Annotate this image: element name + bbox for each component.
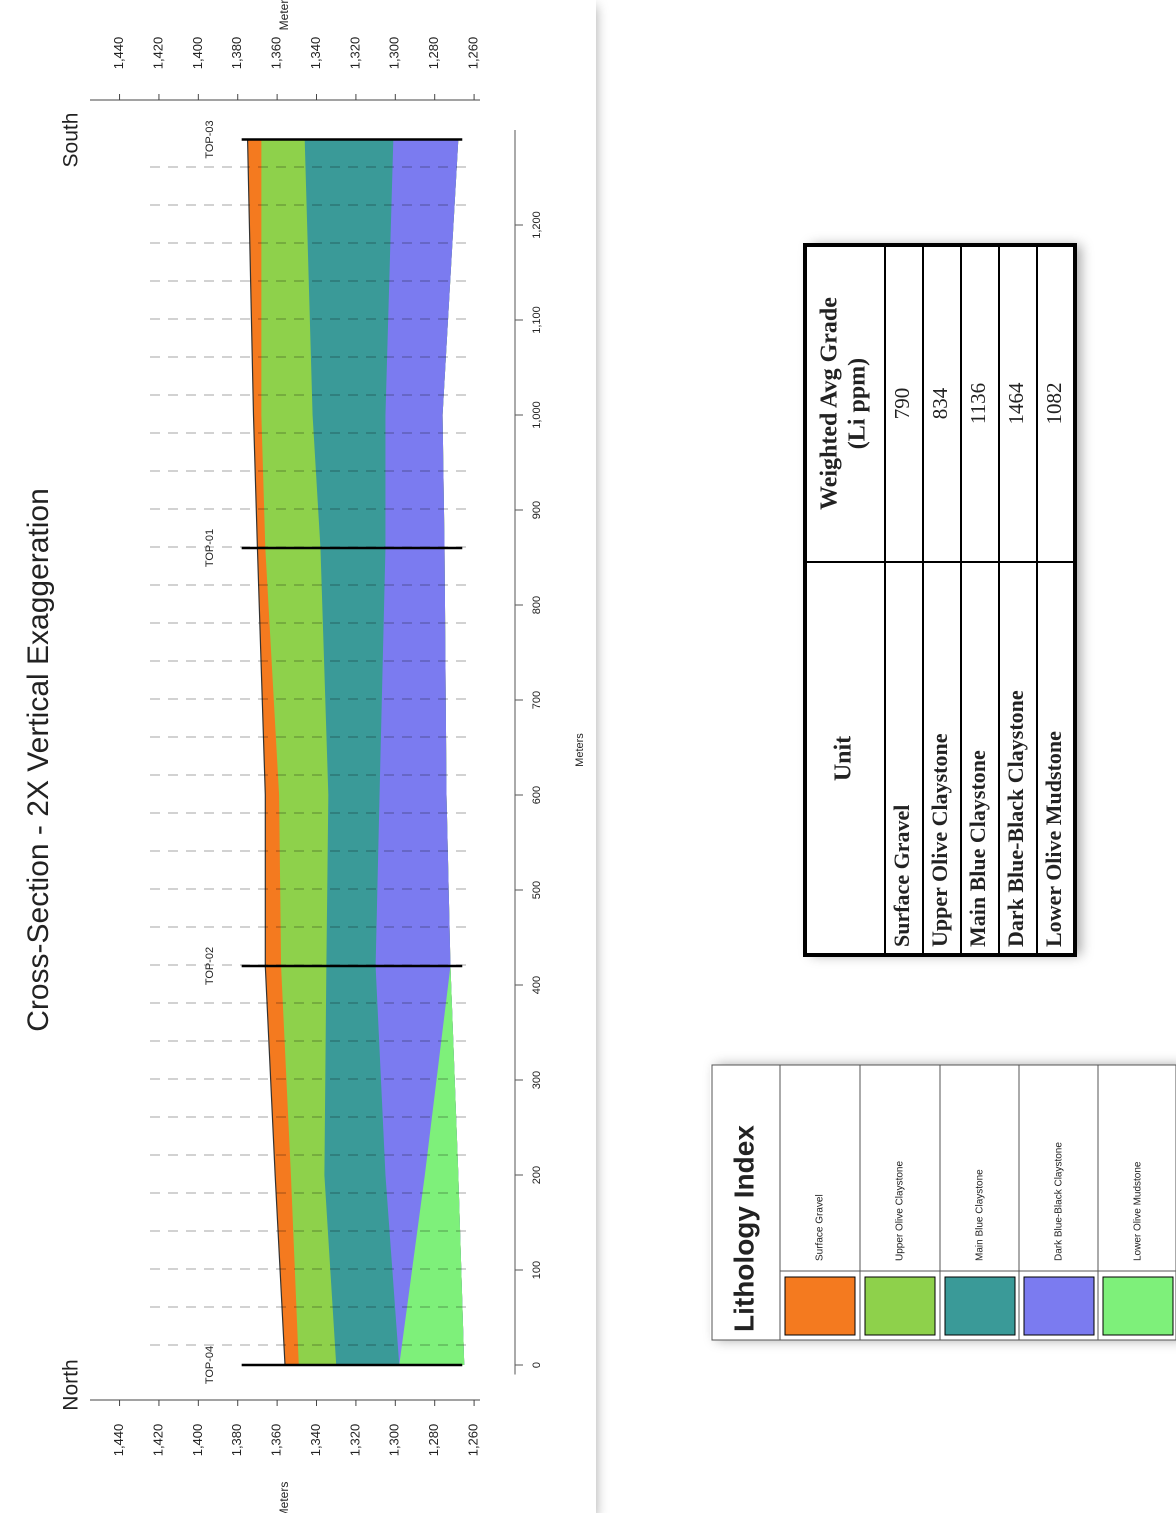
- x-tick-label: 300: [531, 1071, 543, 1089]
- table-unit: Main Blue Claystone: [965, 750, 990, 947]
- legend-label: Dark Blue-Black Claystone: [1054, 1142, 1065, 1261]
- legend-swatch: [865, 1277, 935, 1335]
- y-tick-label: 1,440: [111, 37, 126, 70]
- x-tick-label: 700: [531, 691, 543, 709]
- well-label: TOP-03: [204, 120, 216, 158]
- x-tick-label: 500: [531, 881, 543, 899]
- y-tick-label: 1,400: [190, 37, 205, 70]
- y-tick-label: 1,440: [111, 1424, 126, 1457]
- y-tick-label: 1,300: [387, 1424, 402, 1457]
- table-header: Unit: [831, 736, 857, 781]
- y-tick-label: 1,260: [466, 37, 481, 70]
- y-axis-title: Meters: [277, 1482, 291, 1513]
- y-tick-label: 1,280: [426, 37, 441, 70]
- y-axis-title: Meters: [277, 0, 291, 30]
- x-tick-label: 900: [531, 501, 543, 519]
- legend-swatch: [1103, 1277, 1173, 1335]
- well-label: TOP-02: [204, 947, 216, 985]
- chart-title: Cross-Section - 2X Vertical Exaggeration: [22, 488, 55, 1032]
- table-header: Weighted Avg Grade: [817, 297, 843, 510]
- x-tick-label: 200: [531, 1166, 543, 1184]
- legend-swatch: [945, 1277, 1015, 1335]
- y-tick-label: 1,340: [308, 37, 323, 70]
- y-tick-label: 1,320: [347, 1424, 362, 1457]
- x-tick-label: 0: [531, 1362, 543, 1368]
- x-tick-label: 100: [531, 1261, 543, 1279]
- y-tick-label: 1,280: [426, 1424, 441, 1457]
- table-unit: Dark Blue-Black Claystone: [1003, 690, 1028, 947]
- well-label: TOP-01: [204, 529, 216, 567]
- x-tick-label: 1,000: [531, 401, 543, 429]
- y-tick-label: 1,260: [466, 1424, 481, 1457]
- x-tick-label: 1,100: [531, 306, 543, 334]
- table-value: 1136: [966, 383, 990, 424]
- x-axis-title: Meters: [574, 733, 586, 767]
- x-tick-label: 800: [531, 596, 543, 614]
- y-tick-label: 1,420: [150, 37, 165, 70]
- table-unit: Upper Olive Claystone: [927, 733, 952, 947]
- legend-label: Lower Olive Mudstone: [1133, 1161, 1144, 1261]
- y-tick-label: 1,320: [347, 37, 362, 70]
- x-tick-label: 1,200: [531, 211, 543, 239]
- well-label: TOP-04: [204, 1346, 216, 1384]
- table-unit: Surface Gravel: [889, 805, 914, 947]
- y-tick-label: 1,400: [190, 1424, 205, 1457]
- table-value: 1082: [1042, 383, 1066, 425]
- legend-label: Upper Olive Claystone: [895, 1161, 906, 1261]
- table-value: 834: [928, 387, 952, 419]
- x-tick-label: 600: [531, 786, 543, 804]
- y-tick-label: 1,360: [269, 37, 284, 70]
- legend-title: Lithology Index: [728, 1125, 759, 1332]
- x-tick-label: 400: [531, 976, 543, 994]
- legend-label: Main Blue Claystone: [975, 1169, 986, 1261]
- y-tick-label: 1,300: [387, 37, 402, 70]
- y-tick-label: 1,340: [308, 1424, 323, 1457]
- y-tick-label: 1,360: [269, 1424, 284, 1457]
- table-unit: Lower Olive Mudstone: [1041, 731, 1066, 947]
- y-tick-label: 1,380: [229, 37, 244, 70]
- legend-swatch: [1024, 1277, 1094, 1335]
- legend-swatch: [785, 1277, 855, 1335]
- north-label: North: [60, 1359, 83, 1410]
- legend-label: Surface Gravel: [815, 1194, 826, 1261]
- page: Cross-Section - 2X Vertical Exaggeration…: [0, 0, 1176, 1513]
- south-label: South: [60, 113, 83, 168]
- table-value: 790: [890, 388, 914, 420]
- table-header: (Li ppm): [845, 358, 871, 449]
- y-tick-label: 1,380: [229, 1424, 244, 1457]
- table-value: 1464: [1004, 382, 1028, 425]
- y-tick-label: 1,420: [150, 1424, 165, 1457]
